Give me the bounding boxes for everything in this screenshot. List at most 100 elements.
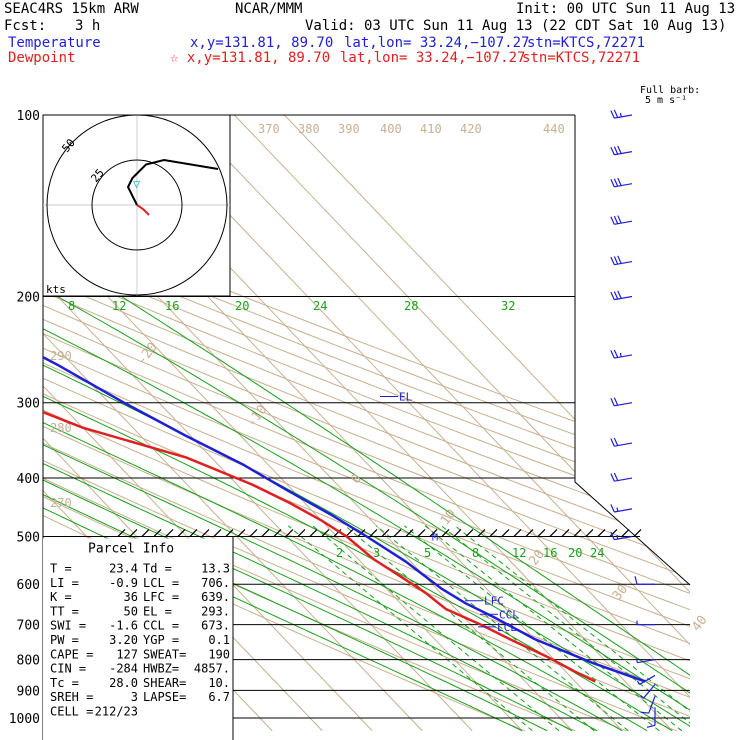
parcel-value: 28.0 [109,676,138,690]
freezing-hatch [321,529,330,537]
barb-flag [617,145,622,154]
dry-adiabat [43,115,690,732]
mixing-ratio-label: 20 [235,299,249,313]
dry-adiabat [43,115,690,732]
barb-flag [610,110,615,119]
moist-adiabat [43,289,648,732]
barb-flag [617,215,622,224]
freezing-hatch [165,529,174,537]
dry-adiabat [43,115,690,732]
barb-flag [613,109,619,118]
mixing-ratio-line [441,525,690,732]
pressure-label: 200 [17,291,40,306]
freezing-hatch [501,529,510,537]
parcel-info-box: Parcel Info T = 23.4 Td = 13.3 LI = -0.9 LCL = 7… [43,536,234,740]
pressure-label: 800 [17,654,40,669]
freezing-hatch [573,529,582,537]
pressure-label: 700 [17,619,40,634]
freezing-hatch [261,529,270,537]
theta-label: 440 [543,122,565,136]
freezing-hatch [369,529,378,537]
parcel-value: 0.1 [208,633,230,647]
freezing-hatch [129,529,138,537]
temperature-profile [43,115,646,683]
isotherm-label: -20 [135,340,161,368]
parcel-value: 3.20 [109,633,138,647]
barb-half [636,680,640,685]
parcel-value: 3 [131,690,138,704]
theta-label: 290 [50,349,72,363]
parcel-key: CAPE = [50,647,93,661]
dewpoint-profile [43,115,596,683]
theta-label: 370 [258,122,280,136]
freezing-hatch [477,529,486,537]
temp-latlon: lat,lon= 33.24,−107.27 [344,35,530,51]
freezing-hatch [201,529,210,537]
barb-flag [613,256,619,265]
freezing-hatch [417,529,426,537]
parcel-key: SWI = [50,619,86,633]
theta-label: 390 [338,122,360,136]
pressure-label: 500 [17,530,40,545]
parcel-key: LAPSE= [143,690,186,704]
mixing-ratio-label: 24 [590,546,604,560]
barb-flag [640,711,649,714]
isotherm-label: 40 [689,613,710,635]
barb-flag [610,504,615,513]
wind-barb [637,658,656,664]
barb-flag [610,438,615,447]
plot-border [574,115,691,586]
parcel-key: CCL = [143,619,179,633]
wind-barb [639,674,656,685]
dry-adiabat [43,115,690,732]
hodo-trace [126,158,219,206]
parcel-key: LCL = [143,576,179,590]
pressure-label: 400 [17,472,40,487]
mixing-ratio-label: 3 [373,546,380,560]
parcel-bg [43,538,233,740]
dry-adiabat [43,115,690,732]
mixing-ratio-line [312,525,560,732]
parcel-key: SHEAR= [143,676,186,690]
theta-label: 270 [50,496,72,510]
barb-flag [610,179,615,188]
mixing-ratio-lines [287,525,690,732]
wind-barbs [610,109,656,728]
barb-flag [610,146,615,155]
barb-flag [610,291,615,300]
freezing-hatch [633,529,642,537]
freezing-hatch [153,529,162,537]
dry-adiabat [43,115,677,732]
parcel-value: 23.4 [109,561,138,575]
freezing-hatch [177,529,186,537]
mixing-ratio-line [454,525,690,732]
org-label: NCAR/MMM [235,1,303,17]
moist-adiabat [43,289,690,732]
dry-adiabat [43,115,690,732]
moist-adiabat [45,289,690,732]
isotherm [43,115,473,732]
freezing-hatch [429,529,438,537]
temp-xy: x,y=131.81, 89.70 [190,35,334,51]
storm-motion-icon: ▽ [133,177,141,191]
freezing-hatch [453,529,462,537]
isotherm [207,115,690,732]
dry-adiabat [43,115,690,732]
freezing-hatch [537,529,546,537]
mixing-ratio-line [344,525,595,732]
fcst-label: Fcst: [4,18,47,34]
mixing-ratio-label: 28 [404,299,418,313]
hodo-ring [91,159,183,251]
dry-adiabat [43,115,627,732]
parcel-value: 293. [201,604,230,618]
wind-barb [648,695,656,714]
dry-adiabat [43,115,690,732]
parcel-value: 13.3 [201,561,230,575]
freezing-hatch [141,529,150,537]
freezing-hatch [405,529,414,537]
freezing-hatch [621,529,630,537]
parcel-value: -284 [109,662,138,676]
parcel-value: 706. [201,576,230,590]
